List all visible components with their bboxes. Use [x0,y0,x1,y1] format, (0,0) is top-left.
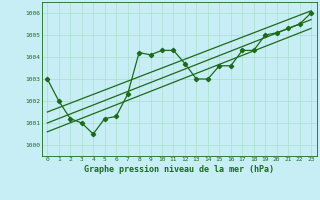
X-axis label: Graphe pression niveau de la mer (hPa): Graphe pression niveau de la mer (hPa) [84,165,274,174]
